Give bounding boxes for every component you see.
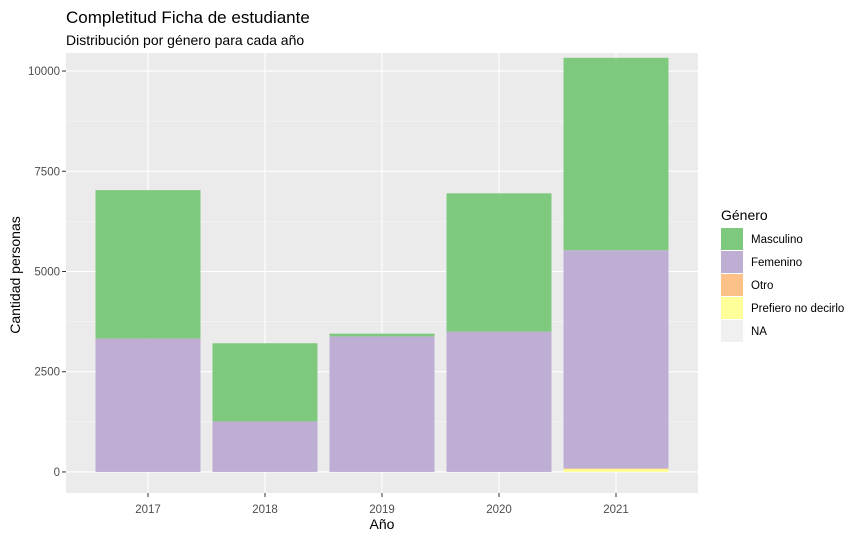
bar-2021-prefiero-no-decirlo	[563, 469, 669, 472]
x-tick-label: 2019	[369, 504, 395, 516]
legend-key	[721, 251, 743, 273]
legend-label: Prefiero no decirlo	[751, 303, 844, 315]
y-axis-title: Cantidad personas	[7, 216, 23, 334]
legend-label: Masculino	[751, 234, 803, 246]
y-axis: 0 2500 5000 7500 10000	[28, 66, 66, 479]
x-axis-title: Año	[370, 516, 395, 532]
legend-key	[721, 320, 743, 342]
x-tick-label: 2017	[135, 504, 161, 516]
chart-title: Completitud Ficha de estudiante	[66, 8, 310, 27]
y-tick-label: 10000	[28, 66, 60, 78]
bar-group	[95, 57, 669, 472]
bar-2018-femenino	[212, 421, 318, 472]
bar-2021-masculino	[563, 57, 669, 251]
y-tick-label: 2500	[34, 367, 60, 379]
legend-key	[721, 274, 743, 296]
bar-2019-masculino	[329, 333, 435, 337]
x-tick-label: 2021	[603, 504, 629, 516]
legend-label: NA	[751, 326, 767, 338]
bar-2017-masculino	[95, 190, 201, 339]
bar-2018-masculino	[212, 343, 318, 422]
bar-2021-femenino	[563, 250, 669, 469]
bar-2021-otro	[563, 468, 669, 470]
x-axis: 2017 2018 2019 2020 2021	[135, 493, 629, 516]
y-tick-label: 5000	[34, 266, 60, 278]
bar-2017-femenino	[95, 338, 201, 472]
y-tick-label: 7500	[34, 166, 60, 178]
x-tick-label: 2018	[252, 504, 278, 516]
legend-label: Otro	[751, 280, 773, 292]
bar-2019-femenino	[329, 336, 435, 472]
y-tick-label: 0	[54, 467, 60, 479]
legend-title: Género	[721, 207, 768, 223]
legend-label: Femenino	[751, 257, 802, 269]
bar-2020-femenino	[446, 331, 552, 472]
legend-key	[721, 297, 743, 319]
chart-subtitle: Distribución por género para cada año	[66, 32, 304, 48]
legend: Género Masculino Femenino Otro Prefiero no …	[721, 207, 844, 342]
legend-key	[721, 228, 743, 250]
x-tick-label: 2020	[486, 504, 512, 516]
bar-2020-masculino	[446, 193, 552, 332]
